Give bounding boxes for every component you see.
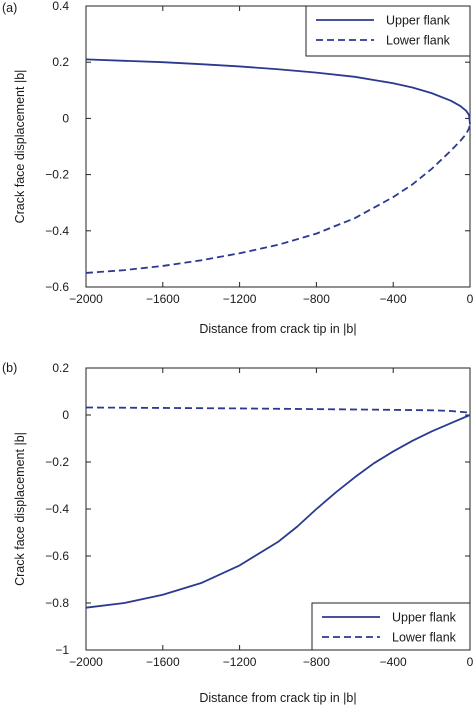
y-tick-label: −0.4 <box>45 502 69 516</box>
x-tick-label: −1200 <box>223 292 257 306</box>
x-tick-label: −1600 <box>146 655 180 669</box>
legend: Upper flank Lower flank <box>311 602 471 651</box>
y-tick-label: 0.2 <box>52 55 69 69</box>
y-tick-label: −0.4 <box>45 224 69 238</box>
plot-frame <box>85 5 471 288</box>
legend-box <box>311 602 471 651</box>
legend-label: Lower flank <box>386 34 451 48</box>
y-tick-label: −0.2 <box>45 168 69 182</box>
series-line-upper-flank <box>85 414 471 609</box>
x-axis-label: Distance from crack tip in |b| <box>199 322 356 336</box>
x-tick-label: 0 <box>467 655 474 669</box>
y-tick-label: −0.8 <box>45 596 69 610</box>
series-line-upper-flank <box>85 58 471 125</box>
legend-label: Lower flank <box>392 631 457 645</box>
legend-label: Upper flank <box>386 14 451 28</box>
x-tick-label: −2000 <box>69 292 103 306</box>
x-tick-label: −400 <box>380 292 407 306</box>
x-tick-label: −1200 <box>223 655 257 669</box>
y-axis-label: Crack face displacement |b| <box>13 432 27 586</box>
chart-panel-b: −2000 −1600 −1200 −800 −400 0 −1 −0.8 −0.6 −0.4 −0… <box>2 361 474 705</box>
y-tick-label: 0 <box>62 111 69 125</box>
y-tick-label: −0.2 <box>45 455 69 469</box>
x-tick-label: −400 <box>380 655 407 669</box>
y-tick-label: 0 <box>62 408 69 422</box>
x-tick-label: −800 <box>303 292 330 306</box>
chart-panel-a: −2000 −1600 −1200 −800 −400 0 −0.6 −0.4 −0.2 0 0.2… <box>2 0 474 336</box>
y-tick-label: 0.4 <box>52 0 69 13</box>
y-tick-label: −0.6 <box>45 280 69 294</box>
legend-box <box>305 5 471 57</box>
y-axis-label: Crack face displacement |b| <box>13 70 27 224</box>
x-axis-label: Distance from crack tip in |b| <box>199 691 356 705</box>
y-tick-label: −0.6 <box>45 549 69 563</box>
panel-label: (a) <box>2 1 17 15</box>
y-tick-label: −1 <box>55 643 69 657</box>
x-tick-label: −1600 <box>146 292 180 306</box>
y-tick-label: 0.2 <box>52 361 69 375</box>
legend: Upper flank Lower flank <box>305 5 471 57</box>
series-line-lower-flank <box>85 123 471 274</box>
x-tick-label: −2000 <box>69 655 103 669</box>
x-tick-label: 0 <box>467 292 474 306</box>
legend-label: Upper flank <box>392 611 457 625</box>
panel-label: (b) <box>2 361 17 375</box>
x-tick-label: −800 <box>303 655 330 669</box>
series-line-lower-flank <box>85 406 471 414</box>
